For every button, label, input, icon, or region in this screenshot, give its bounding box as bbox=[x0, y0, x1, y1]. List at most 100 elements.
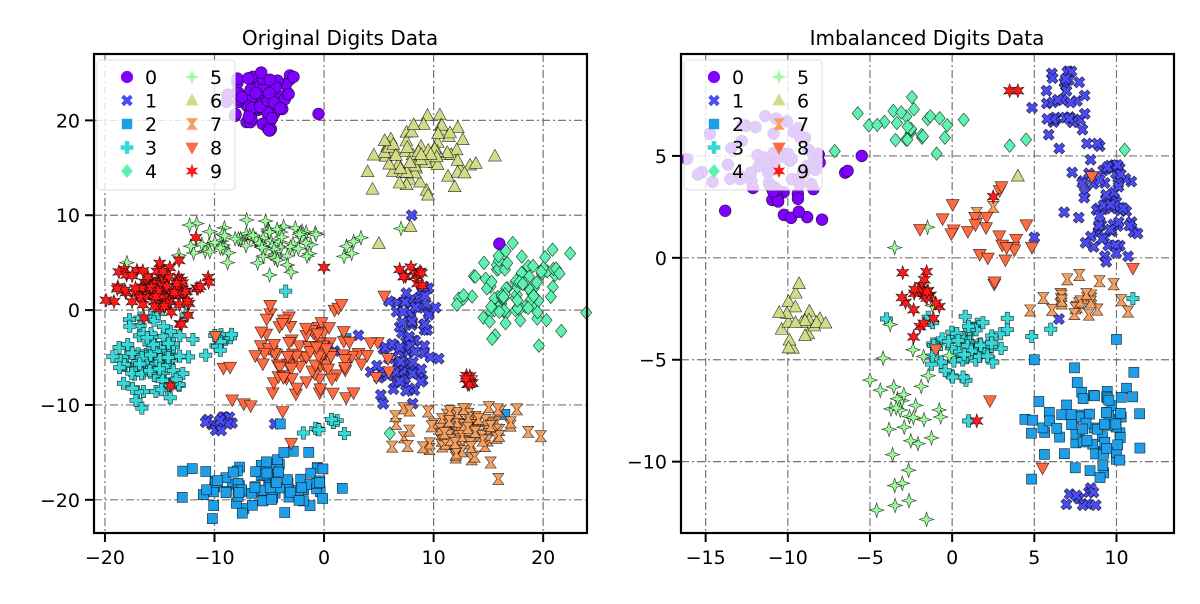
data-point-digit-8 bbox=[1035, 462, 1050, 476]
data-point-digit-4 bbox=[901, 132, 914, 147]
data-point-digit-4 bbox=[493, 304, 506, 319]
data-point-digit-9 bbox=[135, 262, 150, 279]
data-point-digit-5 bbox=[201, 243, 219, 260]
legend-entry-2: 2 bbox=[708, 114, 744, 136]
data-point-digit-8 bbox=[208, 330, 223, 344]
data-point-digit-8 bbox=[284, 362, 299, 376]
data-point-digit-6 bbox=[455, 132, 470, 145]
data-point-digit-6 bbox=[413, 174, 427, 188]
data-point-digit-7 bbox=[403, 404, 416, 417]
data-point-digit-5 bbox=[216, 227, 233, 244]
data-point-digit-2 bbox=[303, 447, 315, 458]
data-point-digit-7 bbox=[1061, 273, 1074, 286]
data-point-digit-9 bbox=[125, 267, 139, 284]
data-point-digit-9 bbox=[895, 264, 910, 281]
data-point-digit-6 bbox=[430, 157, 445, 170]
data-point-digit-0 bbox=[273, 102, 287, 115]
data-points bbox=[99, 66, 593, 524]
data-point-digit-6 bbox=[403, 219, 418, 232]
data-point-digit-4 bbox=[878, 114, 891, 130]
data-point-digit-0 bbox=[263, 124, 276, 137]
data-point-digit-8 bbox=[321, 363, 336, 377]
data-point-digit-8 bbox=[275, 406, 290, 419]
data-point-digit-5 bbox=[251, 235, 268, 252]
data-point-digit-2 bbox=[201, 484, 212, 496]
data-point-digit-9 bbox=[193, 278, 208, 295]
data-point-digit-0 bbox=[235, 91, 249, 104]
data-point-digit-9 bbox=[920, 283, 934, 300]
data-point-digit-7 bbox=[1037, 292, 1050, 304]
x-tick-label: 0 bbox=[946, 547, 958, 569]
data-point-digit-9 bbox=[917, 315, 931, 332]
y-tick-label: 0 bbox=[68, 300, 80, 322]
data-point-digit-6 bbox=[788, 285, 803, 299]
data-point-digit-2 bbox=[1065, 409, 1077, 420]
data-point-digit-4 bbox=[501, 255, 514, 271]
data-point-digit-7 bbox=[464, 441, 478, 453]
data-point-digit-0 bbox=[493, 237, 506, 250]
data-point-digit-2 bbox=[274, 418, 286, 430]
data-point-digit-5 bbox=[266, 249, 283, 267]
data-point-digit-8 bbox=[338, 362, 352, 375]
data-point-digit-6 bbox=[798, 328, 813, 341]
legend-marker-2 bbox=[121, 118, 133, 130]
legend-marker-6 bbox=[772, 93, 786, 106]
data-point-digit-6 bbox=[404, 124, 419, 138]
series-8 bbox=[913, 171, 1140, 476]
data-point-digit-5 bbox=[900, 462, 917, 479]
data-point-digit-3 bbox=[121, 338, 135, 352]
data-point-digit-4 bbox=[497, 289, 510, 305]
data-point-digit-1 bbox=[1087, 240, 1100, 253]
data-point-digit-5 bbox=[900, 492, 918, 509]
data-point-digit-8 bbox=[998, 254, 1013, 268]
data-point-digit-5 bbox=[874, 349, 892, 367]
data-point-digit-3 bbox=[1000, 311, 1014, 325]
data-point-digit-3 bbox=[123, 319, 137, 333]
data-point-digit-0 bbox=[242, 72, 255, 85]
data-point-digit-0 bbox=[815, 213, 829, 226]
data-point-digit-2 bbox=[1114, 454, 1126, 466]
data-point-digit-7 bbox=[1073, 269, 1086, 281]
data-point-digit-6 bbox=[788, 299, 803, 313]
data-point-digit-9 bbox=[163, 378, 178, 394]
data-point-digit-8 bbox=[360, 350, 375, 363]
data-point-digit-4 bbox=[506, 235, 519, 251]
data-point-digit-8 bbox=[913, 224, 927, 237]
data-point-digit-5 bbox=[298, 248, 316, 265]
data-point-digit-9 bbox=[136, 296, 150, 313]
data-point-digit-3 bbox=[113, 361, 127, 375]
data-point-digit-7 bbox=[482, 401, 496, 414]
data-point-digit-3 bbox=[921, 310, 935, 324]
data-point-digit-2 bbox=[1084, 465, 1096, 477]
legend-marker-3 bbox=[120, 141, 134, 154]
data-point-digit-2 bbox=[1069, 462, 1081, 474]
data-point-digit-7 bbox=[1055, 294, 1069, 307]
data-point-digit-3 bbox=[985, 336, 999, 350]
legend-marker-5 bbox=[771, 69, 787, 85]
data-point-digit-3 bbox=[1025, 329, 1039, 343]
data-point-digit-5 bbox=[861, 371, 879, 389]
data-point-digit-5 bbox=[182, 237, 199, 255]
legend-label: 7 bbox=[210, 114, 222, 136]
data-point-digit-5 bbox=[290, 240, 307, 257]
data-point-digit-8 bbox=[944, 228, 959, 242]
data-point-digit-5 bbox=[912, 378, 930, 395]
data-point-digit-3 bbox=[154, 383, 168, 397]
data-point-digit-1 bbox=[1076, 123, 1089, 136]
legend-entry-8: 8 bbox=[185, 138, 222, 160]
data-point-digit-9 bbox=[392, 261, 407, 278]
data-point-digit-7 bbox=[534, 430, 548, 443]
data-point-digit-5 bbox=[201, 223, 218, 240]
data-point-digit-2 bbox=[1128, 366, 1140, 378]
data-point-digit-2 bbox=[1134, 408, 1145, 420]
data-point-digit-8 bbox=[223, 361, 238, 375]
data-point-digit-0 bbox=[855, 149, 868, 163]
data-point-digit-3 bbox=[144, 348, 158, 362]
data-point-digit-1 bbox=[1053, 142, 1066, 155]
legend-marker-1 bbox=[708, 94, 720, 107]
data-point-digit-5 bbox=[343, 245, 360, 262]
data-point-digit-9 bbox=[906, 301, 921, 318]
data-point-digit-5 bbox=[905, 409, 922, 426]
data-point-digit-1 bbox=[1078, 191, 1091, 204]
